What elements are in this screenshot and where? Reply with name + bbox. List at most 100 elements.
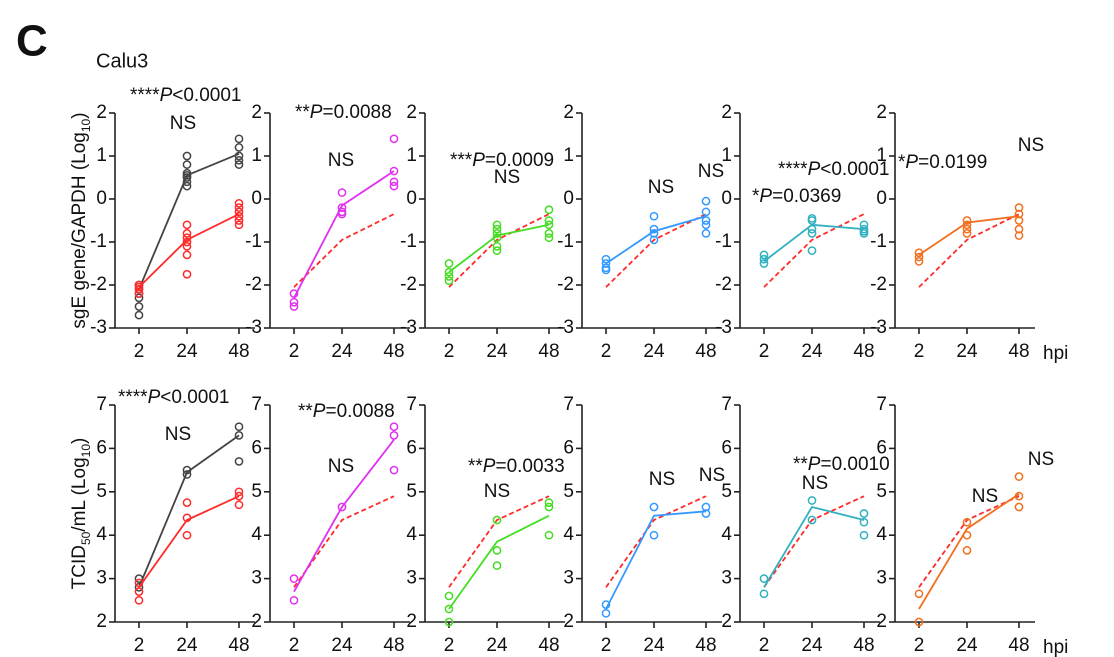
annotation-part: P — [483, 456, 496, 477]
data-point — [389, 431, 399, 440]
y-tick-label: 1 — [96, 145, 107, 166]
x-tick-label: 2 — [134, 635, 145, 656]
data-point — [134, 293, 144, 303]
annotation-part: **** — [130, 85, 160, 106]
x-tick-label: 2 — [444, 635, 455, 656]
data-point — [289, 289, 299, 298]
data-point — [444, 272, 454, 281]
data-point — [807, 515, 817, 525]
annotation-part: P — [148, 387, 161, 408]
annotation-part: NS — [699, 465, 725, 486]
data-point — [289, 302, 299, 311]
annotation-part: NS — [1028, 449, 1054, 470]
data-point — [1014, 231, 1024, 240]
mean-line — [138, 153, 240, 290]
annotation-part: NS — [170, 113, 196, 134]
annotation-part: =0.0009 — [485, 150, 554, 171]
data-point — [389, 422, 399, 432]
data-point — [649, 502, 659, 512]
data-point — [234, 457, 244, 466]
data-point — [962, 517, 972, 527]
y-tick-label: -3 — [715, 317, 732, 338]
data-point — [134, 582, 144, 592]
y-tick-label: 2 — [251, 102, 262, 123]
annotation-part: NS — [698, 161, 724, 182]
annotation: **P=0.0010 — [793, 454, 890, 475]
data-point — [134, 595, 144, 605]
data-point — [492, 246, 502, 255]
y-tick-label: 0 — [251, 188, 262, 209]
data-point — [337, 502, 347, 512]
x-tick-label: 24 — [486, 341, 508, 362]
mean-line — [138, 495, 240, 588]
mean-line — [605, 215, 707, 265]
label-part: ) — [69, 112, 90, 118]
y-tick-label: 6 — [876, 437, 887, 458]
data-point — [544, 205, 554, 215]
annotation: ****P<0.0001 — [130, 85, 241, 106]
data-point — [182, 513, 192, 523]
annotation-part: **** — [118, 387, 148, 408]
data-point — [234, 198, 244, 208]
annotation-part: =0.0033 — [495, 456, 564, 477]
data-point — [859, 509, 869, 518]
mean-line — [605, 510, 707, 610]
data-point — [701, 207, 711, 217]
annotation: NS — [328, 456, 354, 477]
data-point — [182, 269, 192, 279]
x-tick-label: 48 — [383, 635, 404, 656]
annotation-part: <0.0001 — [820, 159, 889, 180]
data-point — [134, 310, 144, 320]
x-tick-label: 48 — [538, 341, 559, 362]
data-point — [134, 302, 144, 311]
data-point — [234, 151, 244, 161]
y-tick-label: 2 — [96, 611, 107, 632]
y-tick-label: -1 — [557, 231, 574, 252]
y-tick-label: 4 — [406, 524, 417, 545]
y-tick-label: 2 — [406, 102, 417, 123]
y-axis-label: TCID50/mL (Log10) — [69, 438, 93, 590]
x-unit: hpi — [1043, 343, 1068, 364]
mean-line — [448, 223, 550, 273]
data-point — [234, 203, 244, 212]
annotation-part: NS — [972, 486, 998, 507]
label-part: TCID — [69, 545, 90, 589]
data-point — [601, 265, 611, 275]
y-tick-label: 1 — [406, 145, 417, 166]
y-tick-label: 2 — [251, 611, 262, 632]
annotation-part: P — [905, 152, 918, 173]
annotation: NS — [972, 486, 998, 507]
mean-line — [918, 215, 1020, 256]
annotation-part: NS — [494, 167, 520, 188]
annotation: ***P=0.0009 — [450, 150, 554, 171]
data-point — [444, 267, 454, 277]
annotation-part: P — [808, 159, 821, 180]
data-point — [601, 600, 611, 609]
x-tick-label: 48 — [695, 341, 716, 362]
data-point — [182, 465, 192, 475]
data-point — [759, 259, 769, 268]
annotation-part: NS — [165, 424, 191, 445]
annotation: NS — [698, 161, 724, 182]
data-point — [444, 259, 454, 268]
data-point — [134, 578, 144, 588]
data-point — [962, 546, 972, 555]
y-tick-label: 7 — [251, 394, 262, 415]
reference-line — [605, 213, 707, 288]
data-point — [492, 220, 502, 230]
data-point — [234, 500, 244, 510]
data-point — [807, 229, 817, 238]
data-point — [337, 188, 347, 197]
annotation-part: NS — [328, 150, 354, 171]
x-tick-label: 2 — [134, 341, 145, 362]
y-tick-label: 5 — [563, 481, 574, 502]
y-tick-label: 3 — [563, 568, 574, 589]
x-tick-label: 24 — [801, 635, 823, 656]
annotation-part: **** — [778, 159, 808, 180]
y-tick-label: 1 — [876, 145, 887, 166]
data-point — [962, 216, 972, 225]
annotation: NS — [1028, 449, 1054, 470]
y-tick-label: -2 — [715, 274, 732, 295]
data-point — [962, 224, 972, 234]
x-tick-label: 24 — [486, 635, 508, 656]
